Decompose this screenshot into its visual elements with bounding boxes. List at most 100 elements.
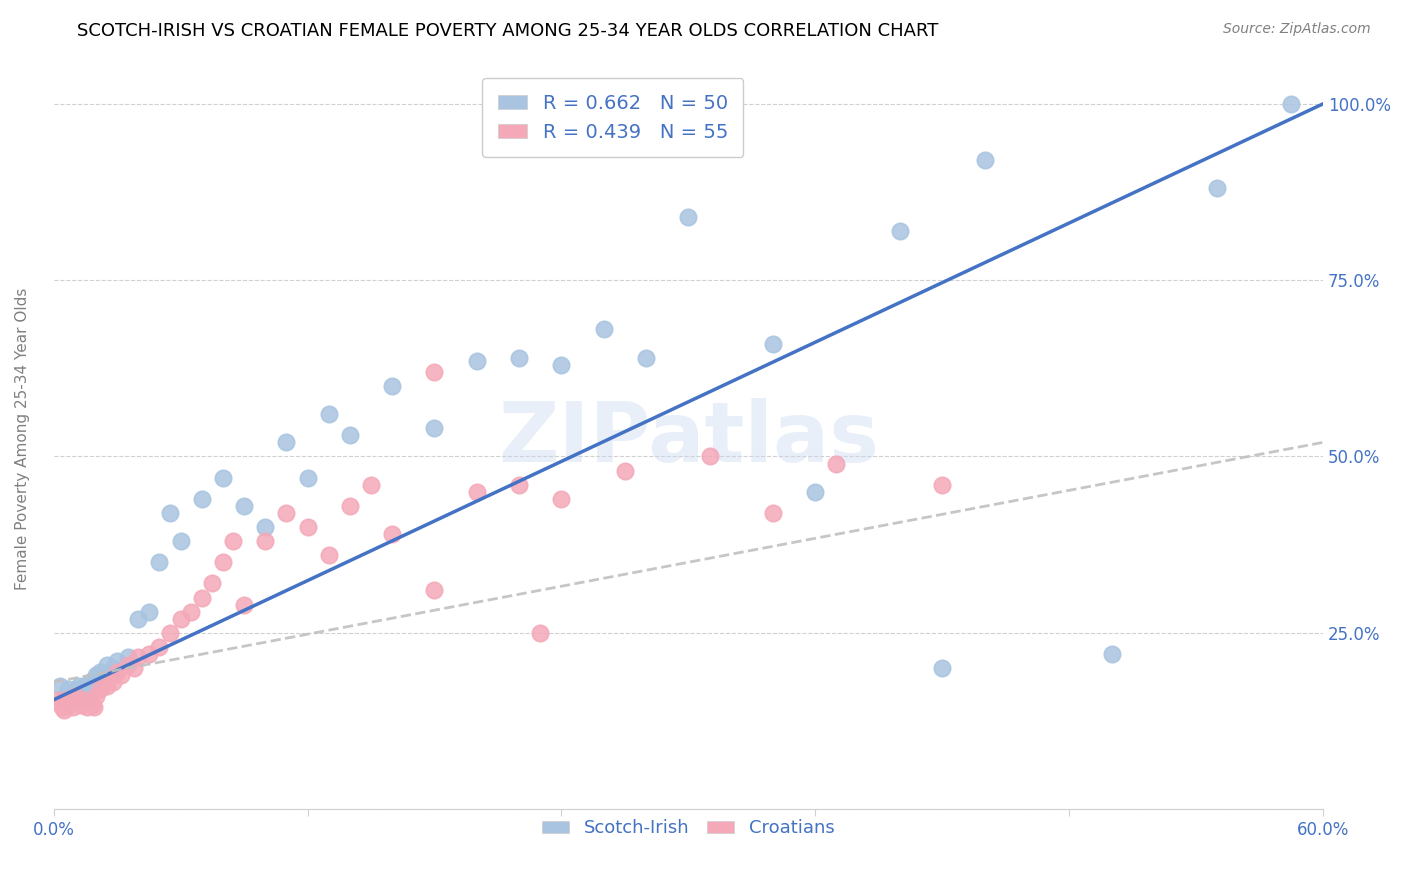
Point	[465, 484, 488, 499]
Point	[318, 407, 340, 421]
Point	[83, 699, 105, 714]
Point	[1101, 647, 1123, 661]
Point	[508, 351, 530, 365]
Point	[212, 470, 235, 484]
Point	[67, 679, 90, 693]
Point	[169, 534, 191, 549]
Point	[529, 625, 551, 640]
Point	[127, 650, 149, 665]
Text: ZIPatlas: ZIPatlas	[498, 399, 879, 479]
Point	[101, 675, 124, 690]
Point	[931, 477, 953, 491]
Point	[70, 698, 93, 712]
Point	[72, 682, 94, 697]
Point	[55, 690, 77, 704]
Point	[276, 506, 298, 520]
Point	[159, 625, 181, 640]
Point	[67, 693, 90, 707]
Point	[75, 693, 97, 707]
Point	[190, 491, 212, 506]
Point	[973, 153, 995, 168]
Text: Source: ZipAtlas.com: Source: ZipAtlas.com	[1223, 22, 1371, 37]
Point	[105, 665, 128, 679]
Point	[636, 351, 658, 365]
Point	[84, 690, 107, 704]
Point	[80, 679, 103, 693]
Point	[233, 598, 256, 612]
Point	[148, 640, 170, 654]
Point	[254, 520, 277, 534]
Point	[79, 675, 101, 690]
Point	[297, 470, 319, 484]
Point	[550, 358, 572, 372]
Point	[678, 210, 700, 224]
Point	[53, 703, 76, 717]
Point	[1279, 96, 1302, 111]
Point	[105, 654, 128, 668]
Point	[381, 379, 404, 393]
Point	[66, 696, 89, 710]
Point	[804, 484, 827, 499]
Point	[59, 695, 82, 709]
Point	[138, 605, 160, 619]
Point	[550, 491, 572, 506]
Point	[49, 679, 72, 693]
Point	[76, 693, 98, 707]
Point	[180, 605, 202, 619]
Point	[318, 548, 340, 562]
Point	[465, 354, 488, 368]
Y-axis label: Female Poverty Among 25-34 Year Olds: Female Poverty Among 25-34 Year Olds	[15, 287, 30, 590]
Point	[89, 682, 111, 697]
Point	[762, 336, 785, 351]
Point	[89, 665, 111, 679]
Point	[381, 527, 404, 541]
Point	[1206, 181, 1229, 195]
Point	[59, 693, 82, 707]
Point	[201, 576, 224, 591]
Point	[76, 699, 98, 714]
Point	[122, 661, 145, 675]
Point	[110, 668, 132, 682]
Point	[233, 499, 256, 513]
Point	[49, 696, 72, 710]
Legend: Scotch-Irish, Croatians: Scotch-Irish, Croatians	[534, 812, 842, 845]
Point	[423, 421, 446, 435]
Point	[117, 657, 139, 672]
Point	[55, 693, 77, 707]
Point	[339, 499, 361, 513]
Point	[423, 365, 446, 379]
Point	[276, 435, 298, 450]
Point	[84, 668, 107, 682]
Point	[138, 647, 160, 661]
Point	[96, 679, 118, 693]
Point	[169, 612, 191, 626]
Point	[127, 612, 149, 626]
Point	[592, 322, 614, 336]
Point	[148, 555, 170, 569]
Point	[931, 661, 953, 675]
Point	[339, 428, 361, 442]
Point	[254, 534, 277, 549]
Point	[825, 457, 848, 471]
Point	[46, 693, 69, 707]
Point	[613, 464, 636, 478]
Point	[508, 477, 530, 491]
Point	[96, 657, 118, 672]
Point	[75, 679, 97, 693]
Point	[70, 686, 93, 700]
Point	[58, 698, 80, 712]
Point	[63, 690, 86, 704]
Point	[72, 695, 94, 709]
Point	[699, 450, 721, 464]
Point	[51, 699, 73, 714]
Point	[62, 699, 84, 714]
Point	[66, 682, 89, 697]
Point	[190, 591, 212, 605]
Point	[212, 555, 235, 569]
Point	[62, 686, 84, 700]
Point	[889, 224, 911, 238]
Point	[222, 534, 245, 549]
Point	[101, 661, 124, 675]
Point	[53, 693, 76, 707]
Point	[423, 583, 446, 598]
